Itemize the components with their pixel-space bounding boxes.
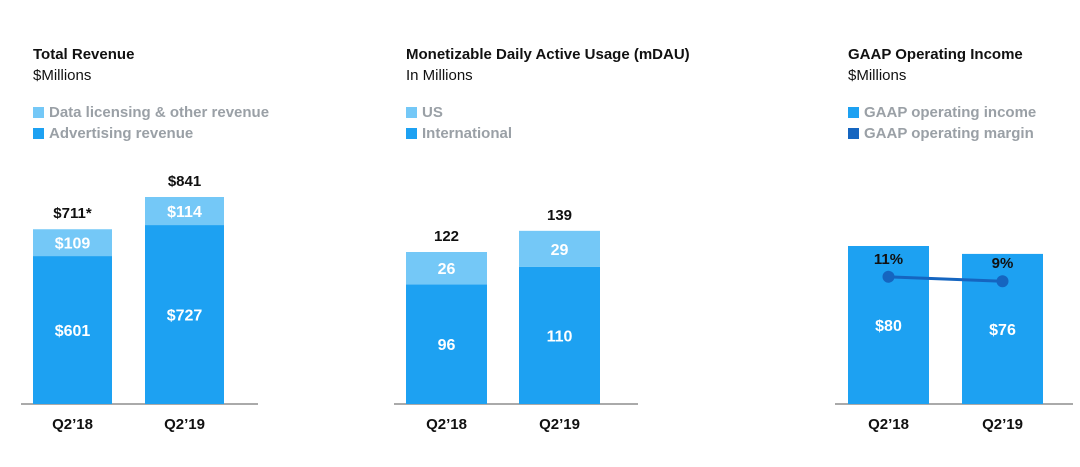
bar-total-label: $711*	[53, 205, 92, 222]
chart-legend: GAAP operating income GAAP operating mar…	[848, 102, 1036, 144]
chart-subtitle: $Millions	[848, 67, 907, 84]
chart-subtitle: $Millions	[33, 67, 92, 84]
legend-item: GAAP operating margin	[848, 123, 1036, 144]
legend-label: Advertising revenue	[49, 125, 194, 142]
legend-label: GAAP operating income	[864, 104, 1037, 121]
chart-title: Monetizable Daily Active Usage (mDAU)	[406, 46, 690, 63]
mdau-chart: 96 26 122 Q2’18 110 29 139 Q2’19	[394, 207, 638, 433]
bar-total-label: $841	[168, 173, 201, 190]
bar-value-label: $109	[55, 236, 91, 253]
legend-label: GAAP operating margin	[864, 125, 1034, 142]
bar-segment	[406, 284, 487, 404]
legend-item: US	[406, 102, 512, 123]
legend-swatch	[406, 128, 417, 139]
bar-value-label: $80	[875, 318, 902, 335]
legend-label: Data licensing & other revenue	[49, 104, 270, 121]
bar-value-label: 96	[438, 337, 456, 354]
bar-segment	[33, 256, 112, 404]
total-revenue-panel: Total Revenue $Millions Data licensing &…	[21, 0, 323, 467]
legend-swatch	[848, 128, 859, 139]
legend-item: GAAP operating income	[848, 102, 1036, 123]
x-tick-label: Q2’18	[426, 416, 467, 433]
bar-value-label: 26	[438, 261, 456, 278]
x-tick-label: Q2’19	[539, 416, 580, 433]
x-tick-label: Q2’18	[52, 416, 93, 433]
legend-swatch	[33, 107, 44, 118]
bar-segment	[406, 252, 487, 285]
margin-value-label: 11%	[874, 251, 903, 268]
bar-segment	[519, 266, 600, 404]
x-tick-label: Q2’19	[164, 416, 205, 433]
bar-value-label: $601	[55, 323, 91, 340]
x-tick-label: Q2’18	[868, 416, 909, 433]
legend-label: US	[422, 104, 443, 121]
margin-value-label: 9%	[992, 255, 1014, 272]
bar-value-label: 110	[547, 328, 573, 345]
bar-value-label: $727	[167, 308, 203, 325]
legend-label: International	[422, 125, 513, 142]
bar-total-label: 139	[547, 207, 572, 224]
legend-item: Advertising revenue	[33, 123, 269, 144]
bar-value-label: $114	[167, 204, 202, 221]
mdau-panel: Monetizable Daily Active Usage (mDAU) In…	[394, 0, 736, 467]
operating-income-chart: $80 Q2’18 $76 Q2’19 11% 9%	[835, 246, 1073, 433]
margin-point	[996, 275, 1009, 288]
x-tick-label: Q2’19	[982, 416, 1023, 433]
chart-title: GAAP Operating Income	[848, 46, 1023, 63]
bar-value-label: 29	[551, 242, 569, 259]
legend-swatch	[33, 128, 44, 139]
bar-total-label: 122	[434, 228, 459, 245]
revenue-chart: $601 $109 $711* Q2’18 $727 $114 $841 Q2’19	[21, 173, 258, 433]
bar-value-label: $76	[989, 322, 1016, 339]
chart-legend: Data licensing & other revenue Advertisi…	[33, 102, 269, 144]
bar-segment	[145, 225, 224, 404]
legend-swatch	[406, 107, 417, 118]
margin-point	[882, 270, 895, 283]
chart-subtitle: In Millions	[406, 67, 473, 84]
legend-swatch	[848, 107, 859, 118]
operating-income-panel: GAAP Operating Income $Millions GAAP ope…	[835, 0, 1078, 467]
legend-item: International	[406, 123, 512, 144]
bar-segment	[519, 230, 600, 267]
legend-item: Data licensing & other revenue	[33, 102, 269, 123]
chart-title: Total Revenue	[33, 46, 135, 63]
chart-legend: US International	[406, 102, 512, 144]
bar-segment	[33, 229, 112, 257]
bar-segment	[145, 197, 224, 226]
margin-line	[888, 275, 1003, 283]
